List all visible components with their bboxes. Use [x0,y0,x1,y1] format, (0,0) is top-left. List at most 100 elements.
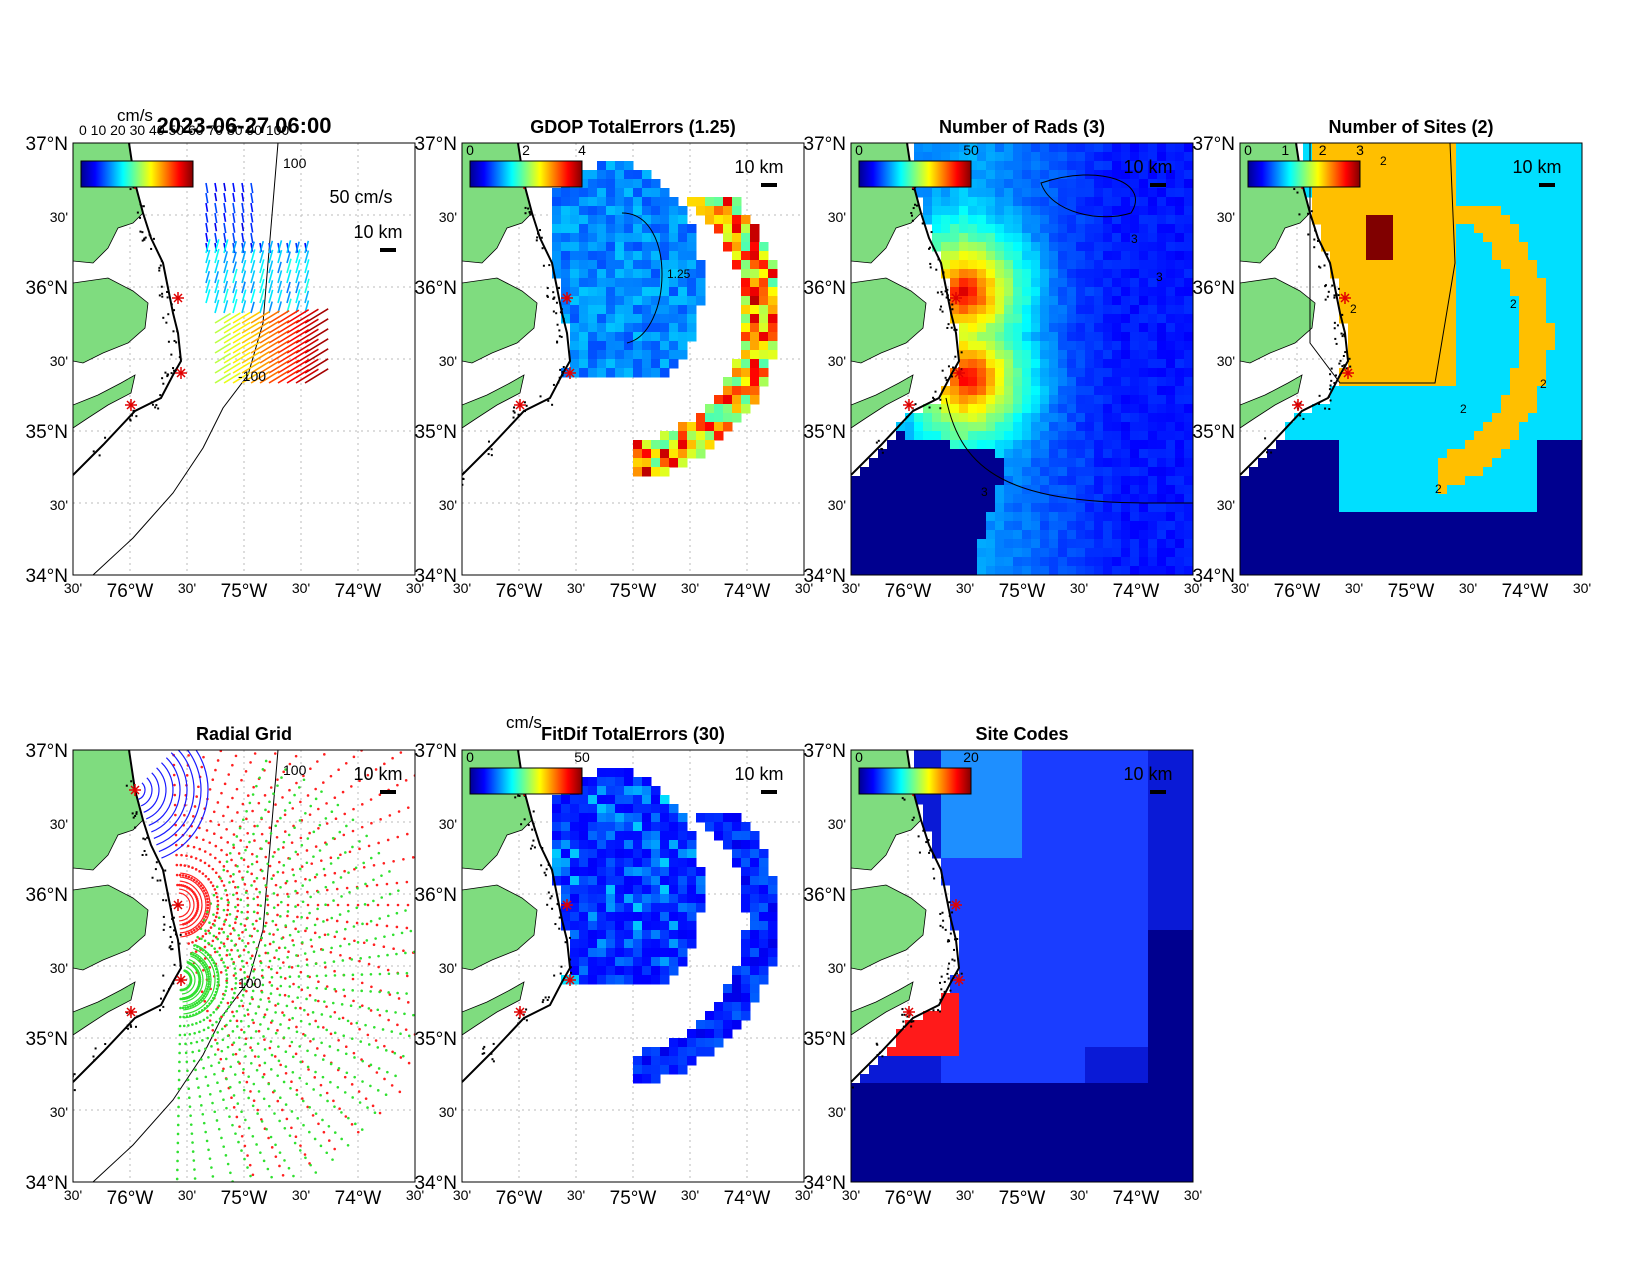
data-cell [932,188,942,198]
data-cell [1148,485,1158,495]
data-cell [1076,161,1086,171]
radial-grid-point [396,1023,399,1027]
island-dot [167,373,170,376]
data-cell [1474,539,1484,549]
data-cell [968,341,978,351]
data-cell [1303,539,1313,549]
data-cell [1076,440,1086,450]
data-cell [1148,161,1158,171]
velocity-vector [205,232,209,242]
radial-grid-point [325,1091,329,1095]
data-cell [1013,296,1023,306]
radial-grid-point [407,1061,411,1065]
data-cell [597,341,607,351]
data-cell [986,215,996,225]
data-cell [1546,161,1556,171]
data-cell [1112,179,1122,189]
radial-grid-point [218,860,222,864]
radial-grid-point [174,823,177,827]
velocity-vector [214,312,232,324]
data-cell [1085,476,1095,486]
data-cell [1175,224,1185,234]
data-cell [1240,503,1250,513]
data-cell [1573,467,1582,477]
island-dot [168,946,171,949]
data-cell [1148,539,1158,549]
radial-grid-point [345,886,349,890]
data-cell [1402,305,1412,315]
axes-frame [72,142,416,576]
data-cell [1366,233,1376,243]
data-cell [651,269,661,279]
data-cell [705,215,715,225]
data-cell [651,215,661,225]
island-dot [162,899,165,902]
data-cell [1139,350,1149,360]
data-cell [1067,449,1077,459]
island-dot [940,290,943,293]
data-cell [579,305,589,315]
data-cell [932,557,942,567]
data-cell [977,467,987,477]
data-cell [1375,521,1385,531]
data-cell [1112,152,1122,162]
data-cell [1366,458,1376,468]
data-cell [1438,296,1448,306]
data-cell [1058,332,1068,342]
island-dot [172,916,175,919]
data-cell [977,251,987,261]
data-cell [1555,512,1565,522]
radial-grid-point [296,915,299,919]
radial-grid-point [213,919,217,922]
radial-grid-point [179,863,183,867]
radial-grid-point [326,903,330,907]
radial-grid-point [316,1047,319,1050]
radial-grid-point [241,930,244,934]
data-cell [768,269,778,279]
data-cell [1519,188,1529,198]
data-cell [1139,152,1149,162]
data-cell [986,260,996,270]
data-cell [1384,476,1394,486]
data-cell [615,260,625,270]
data-cell [624,269,634,279]
data-cell [1139,269,1149,279]
data-cell [1465,485,1475,495]
data-cell [1384,521,1394,531]
lat-tick-label: 30' [439,497,457,513]
data-cell [678,278,688,288]
data-cell [950,278,960,288]
data-cell [1492,314,1502,324]
data-cell [905,440,915,450]
data-cell [1148,404,1158,414]
data-cell [1040,161,1050,171]
radial-grid-point [238,982,242,985]
data-cell [1276,440,1286,450]
data-cell [1528,287,1538,297]
data-cell [1465,287,1475,297]
radial-grid-point [345,920,349,924]
data-cell [1022,224,1032,234]
data-cell [1076,314,1086,324]
data-cell [959,422,969,432]
data-cell [1456,152,1466,162]
island-dot [136,211,139,214]
data-cell [1085,404,1095,414]
data-cell [1085,206,1095,216]
data-cell [1447,161,1457,171]
data-cell [1031,197,1041,207]
radial-grid-point [268,826,272,829]
data-cell [606,350,616,360]
data-cell [1085,179,1095,189]
data-cell [977,566,987,575]
data-cell [759,305,769,315]
data-cell [923,521,933,531]
radial-grid-point [306,1013,310,1016]
data-cell [977,215,987,225]
data-cell [1384,242,1394,252]
data-cell [1267,512,1277,522]
data-cell [1492,143,1502,153]
data-cell [1375,188,1385,198]
data-cell [950,143,960,153]
data-cell [1094,242,1104,252]
